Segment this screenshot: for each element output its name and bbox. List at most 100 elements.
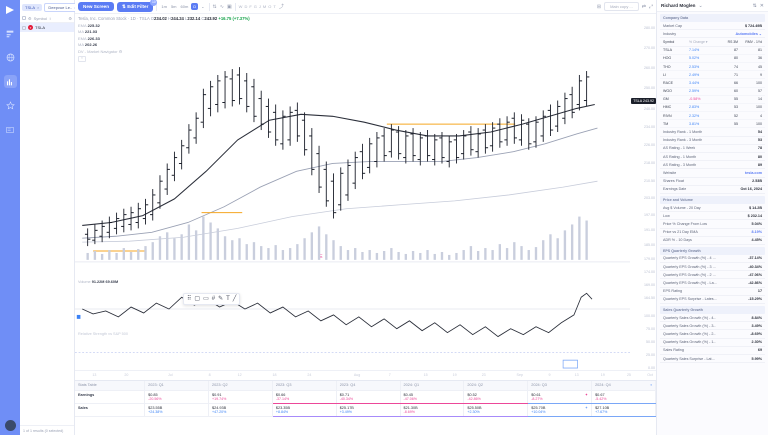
layout-grid-icon[interactable]: ⊞ (596, 3, 602, 10)
sidebar-item-favorites[interactable] (4, 99, 17, 112)
sidebar-item-charts[interactable] (3, 75, 17, 88)
date-axis[interactable]: 13 20 Jul 8 12 18 24 Aug 7 15 19 23 Sep … (75, 370, 656, 380)
column-header-2023q2[interactable]: 2023: Q2 (208, 381, 273, 391)
detail-row-website[interactable]: Website tesla.com (660, 169, 765, 178)
column-header-2024q1[interactable]: 2024: Q1 (400, 381, 465, 391)
quick-key-t[interactable]: T (273, 4, 276, 9)
column-header-symbol[interactable]: Symbol (33, 15, 47, 21)
select-all-checkbox[interactable] (22, 16, 26, 20)
quick-key-j[interactable]: J (258, 4, 261, 9)
detail-row-earnings-date: Earnings Date Oct 16, 2024 (660, 186, 765, 194)
column-header-symbol[interactable]: Symbol (663, 39, 675, 44)
column-header-rs3m[interactable]: RS 3M (727, 39, 738, 44)
price-chart-svg[interactable]: E (75, 14, 630, 370)
column-header-2023q3[interactable]: 2023: Q3 (272, 381, 337, 391)
timeframe-daily[interactable]: D (191, 3, 199, 10)
sidebar-item-globe[interactable] (4, 51, 17, 64)
panel-settings-icon[interactable]: ⇅ (752, 2, 757, 9)
column-header-2023q1[interactable]: 2023: Q1 (144, 381, 209, 391)
quick-key-w[interactable]: W (238, 4, 243, 9)
sidebar-item-news[interactable] (4, 123, 17, 136)
cell-value: $25.17B (339, 405, 354, 410)
layout-icon[interactable]: ▣ (226, 3, 232, 10)
column-header-rmv1y[interactable]: RMV - 1Yd (745, 39, 762, 44)
peer-row[interactable]: THO 2.53% 74 45 (660, 63, 765, 72)
timeframe-5m[interactable]: 5m (170, 4, 177, 9)
peer-symbol: TSLA (663, 48, 672, 53)
text-tool-icon[interactable]: T (226, 296, 230, 302)
date-tick: Sep (516, 373, 523, 377)
row-checkbox[interactable] (22, 25, 26, 30)
timeframe-60m[interactable]: 60m (180, 4, 189, 9)
sort-icon[interactable]: ↕ (48, 15, 51, 21)
quick-key-m[interactable]: M (262, 4, 267, 9)
line-tool-icon[interactable]: ╱ (232, 296, 237, 302)
new-screen-button[interactable]: New Screen (78, 2, 115, 11)
gear-icon[interactable]: ⚙ (28, 15, 32, 21)
timeframe-1m[interactable]: 1m (161, 4, 167, 9)
rectangle-tool-icon[interactable]: ▢ (194, 296, 201, 302)
search-input[interactable]: Main copy ... (604, 2, 639, 11)
peer-row[interactable]: LI 2.49% 71 9 (660, 71, 765, 80)
indicator-icon[interactable]: ∿ (219, 3, 224, 10)
close-icon[interactable]: ✕ (759, 2, 764, 9)
column-header-2023q4[interactable]: 2023: Q4 (336, 381, 401, 391)
drag-handle-icon[interactable]: ⠿ (187, 296, 192, 302)
note-tool-icon[interactable]: ▭ (203, 296, 209, 302)
peer-row[interactable]: TSLA 7.14% 87 81 (660, 47, 765, 55)
user-avatar[interactable] (4, 420, 16, 431)
close-icon[interactable]: × (37, 4, 40, 10)
peer-row[interactable]: WGO 2.59% 60 57 (660, 88, 765, 96)
drawing-toolbar[interactable]: ⠿ ▢ ▭ # ✎ T ╱ (183, 293, 241, 305)
date-tick: 15 (423, 373, 428, 377)
share-icon[interactable]: ⤴ (278, 4, 284, 10)
detail-row-eps-q4: Quarterly EPS Growth (%) - 4 ... -37.14% (660, 255, 765, 264)
indicator-ema-1: EMA 225.32 (78, 23, 250, 28)
detail-row-industry[interactable]: Industry Automobiles ⌄ (660, 30, 765, 39)
chart-plot-column[interactable]: Tesla, Inc. Common Stock · 1D · TSLA O23… (75, 14, 630, 370)
pin-icon[interactable]: ◑ (649, 382, 652, 387)
detail-row-sales-q1: Quarterly Sales Growth (%) - 1... 2.30% (660, 339, 765, 347)
column-header-change[interactable]: % Change ▾ (689, 39, 708, 44)
detail-row-avg-volume: Avg $ Volume - 20 Day $ 14.2B (660, 204, 765, 213)
column-settings-icon[interactable]: ⚙ (68, 15, 72, 21)
peer-row[interactable]: HOG 5.02% 80 36 (660, 55, 765, 63)
expand-icon[interactable]: ⤢ (648, 3, 653, 10)
quick-key-d[interactable]: D (244, 4, 248, 9)
cell-value: $0.45 (403, 392, 414, 397)
quick-key-o[interactable]: O (268, 4, 272, 9)
details-panel-body[interactable]: Company Data Market Cap $ 724.49B Indust… (657, 12, 768, 435)
edit-filter-button[interactable]: ⇅ Edit Filter 10 (117, 0, 158, 12)
detail-value: -42.86% (748, 281, 762, 286)
chevron-down-icon[interactable]: ⌄ (698, 2, 703, 9)
column-header-2024q3[interactable]: 2024: Q3 (527, 381, 593, 391)
table-cell: $24.93B +47.20% (208, 403, 273, 417)
quick-key-f[interactable]: F (249, 4, 252, 9)
market-navigator-label[interactable]: DV - Market Navigator ⚙ (78, 49, 250, 54)
table-cell: $0.67 -5.42% (591, 390, 656, 404)
gear-icon[interactable]: ⚙ (118, 48, 123, 54)
compare-icon[interactable]: ⇄ (641, 3, 646, 10)
peer-row[interactable]: RIVN 2.32% 52 4 (660, 112, 765, 121)
detail-key: Earnings Date (663, 187, 687, 192)
column-header-2024q4[interactable]: 2024: Q4 ◑ (591, 381, 656, 391)
column-header-2024q2[interactable]: 2024: Q2 (463, 381, 529, 391)
website-link[interactable]: tesla.com (744, 170, 762, 175)
settings-sliders-icon[interactable]: ⇅ (212, 3, 217, 10)
peer-row[interactable]: GM -0.58% 55 14 (660, 96, 765, 104)
peer-row[interactable]: TM 3.81% 55 100 (660, 120, 765, 129)
list-item[interactable]: T TSLA (20, 23, 74, 32)
column-header-stats-table[interactable]: Stats Table (75, 381, 146, 391)
peer-row[interactable]: RACE 3.44% 66 100 (660, 79, 765, 88)
quick-key-g[interactable]: G (253, 4, 257, 9)
measure-tool-icon[interactable]: # (211, 296, 216, 302)
chart-container[interactable]: Tesla, Inc. Common Stock · 1D · TSLA O23… (75, 14, 656, 370)
collapse-header-button[interactable]: ⌃ (78, 55, 86, 62)
sidebar-item-screener[interactable] (4, 27, 17, 40)
peer-change: 3.44% (689, 80, 700, 85)
chevron-down-icon[interactable]: ⌄ (201, 4, 205, 9)
price-axis[interactable]: 280.00 270.00 260.00 250.00 TSLA 243.92 … (630, 14, 656, 370)
peer-row[interactable]: HMC 2.83% 53 100 (660, 104, 765, 113)
brush-tool-icon[interactable]: ✎ (218, 296, 224, 302)
tab-tsla[interactable]: TSLA × (22, 3, 43, 11)
